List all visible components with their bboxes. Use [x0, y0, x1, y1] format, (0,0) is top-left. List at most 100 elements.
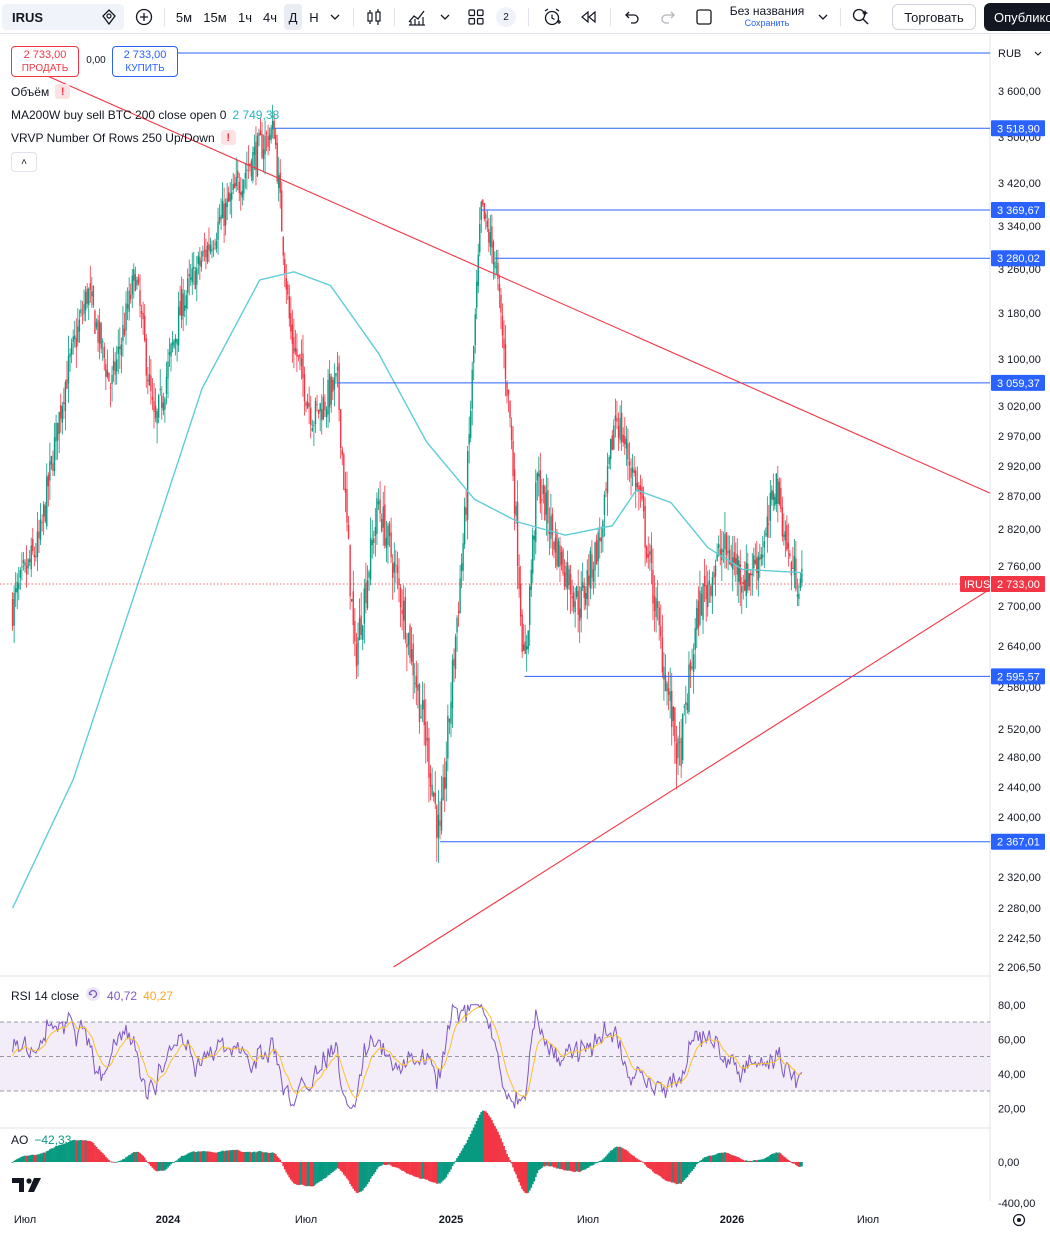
ma-legend[interactable]: MA200W buy sell BTC 200 close open 0 2 7…: [11, 108, 279, 122]
last-price-tag[interactable]: [991, 576, 1045, 592]
ao-bar: [415, 1162, 418, 1178]
trendlines[interactable]: [0, 72, 991, 968]
level-price-tag[interactable]: [991, 833, 1045, 850]
publish-button[interactable]: Опубликовать: [984, 3, 1050, 31]
layout-count-badge[interactable]: 2: [496, 7, 516, 27]
ao-bar: [743, 1160, 746, 1162]
collapse-legend-chevron-icon[interactable]: ˄: [11, 152, 37, 172]
interval-week[interactable]: Н: [309, 9, 319, 25]
ao-bar: [724, 1152, 726, 1162]
trade-button[interactable]: Торговать: [892, 4, 976, 30]
ao-bar: [639, 1160, 642, 1162]
ao-bar: [667, 1162, 670, 1182]
time-axis[interactable]: Июл 2024 Июл 2025 Июл 2026 Июл: [14, 1213, 1026, 1227]
currency-chevron-icon[interactable]: [1034, 51, 1042, 56]
candle: [284, 259, 286, 275]
layout-dropdown-chevron-icon[interactable]: [814, 4, 832, 30]
ao-bar: [537, 1162, 540, 1171]
tradingview-logo-icon[interactable]: [12, 1178, 42, 1197]
candle: [264, 135, 266, 155]
ao-bar: [619, 1146, 621, 1162]
undo-icon[interactable]: [620, 4, 644, 30]
interval-4h[interactable]: 4ч: [262, 9, 277, 25]
candle: [678, 741, 681, 743]
level-price-tag[interactable]: [991, 202, 1045, 219]
candle: [358, 618, 361, 641]
ao-bar: [185, 1154, 188, 1162]
interval-5m[interactable]: 5м: [175, 9, 193, 25]
watchlist-diamond-icon[interactable]: [98, 4, 120, 30]
level-price-tag[interactable]: [991, 250, 1045, 267]
ao-bar: [684, 1162, 687, 1179]
rsi-legend[interactable]: RSI 14 close 40,72 40,27: [11, 986, 173, 1005]
currency-label[interactable]: RUB: [998, 48, 1021, 60]
ao-bar: [625, 1149, 628, 1162]
ao-bar: [233, 1150, 236, 1162]
rsi-line[interactable]: [12, 1003, 803, 1109]
candle: [494, 261, 496, 269]
candle: [354, 621, 356, 642]
ao-bar: [258, 1151, 260, 1162]
ao-bar: [423, 1162, 426, 1179]
candle: [479, 224, 481, 253]
buy-button[interactable]: 2 733,00 КУПИТЬ: [112, 46, 178, 77]
interval-day[interactable]: Д: [284, 4, 302, 30]
ao-bar: [76, 1140, 79, 1162]
trendline[interactable]: [393, 588, 991, 968]
candle: [553, 542, 555, 550]
price-tick-label: 2 820,00: [998, 524, 1041, 536]
ao-bar: [450, 1162, 452, 1170]
trendline[interactable]: [39, 72, 990, 494]
ao-bar: [598, 1161, 601, 1162]
axis-settings-gear-icon[interactable]: [1012, 1213, 1026, 1227]
ao-bar: [608, 1152, 611, 1162]
ma200w-line[interactable]: [11, 271, 803, 909]
ao-bar: [751, 1160, 754, 1162]
rsi-refresh-icon[interactable]: [85, 986, 101, 1005]
indicators-dropdown-chevron-icon[interactable]: [436, 4, 454, 30]
vrvp-warning-icon[interactable]: !: [220, 130, 236, 145]
chart-canvas[interactable]: 3 600,003 500,003 420,003 340,003 260,00…: [0, 35, 1050, 1236]
interval-1h[interactable]: 1ч: [237, 9, 252, 25]
ao-bar: [262, 1152, 265, 1162]
candle: [349, 545, 351, 597]
compare-add-icon[interactable]: [132, 4, 156, 30]
ao-bar: [700, 1160, 703, 1162]
sell-button[interactable]: 2 733,00 ПРОДАТЬ: [11, 46, 79, 77]
level-price-tag[interactable]: [991, 668, 1045, 685]
ao-bar: [445, 1162, 448, 1178]
ao-bar: [705, 1156, 708, 1162]
indicators-icon[interactable]: [404, 4, 430, 30]
price-axis[interactable]: 3 600,003 500,003 420,003 340,003 260,00…: [178, 48, 1045, 1210]
ao-bar: [302, 1162, 304, 1185]
replay-icon[interactable]: [576, 4, 600, 30]
quick-search-icon[interactable]: [848, 4, 874, 30]
ao-bar: [311, 1162, 314, 1187]
ao-bar: [229, 1150, 232, 1162]
redo-icon[interactable]: [656, 4, 680, 30]
level-price-tag[interactable]: [991, 374, 1045, 391]
ao-bar: [297, 1162, 300, 1185]
alert-clock-icon[interactable]: [540, 4, 564, 30]
candle: [536, 473, 538, 481]
ao-legend[interactable]: AO −42,33: [11, 1133, 71, 1147]
volume-legend[interactable]: Объём !: [11, 84, 71, 99]
interval-15m[interactable]: 15м: [203, 9, 227, 25]
ao-bar: [97, 1148, 99, 1162]
volume-warning-icon[interactable]: !: [55, 84, 71, 99]
rsi-ma-line[interactable]: [12, 1006, 802, 1099]
level-price-tag[interactable]: [991, 120, 1045, 137]
candle: [663, 666, 665, 680]
ao-bar: [349, 1162, 352, 1184]
candles-icon[interactable]: [362, 4, 386, 30]
candle: [74, 335, 76, 339]
layout-frame-icon[interactable]: [692, 4, 716, 30]
candle: [374, 527, 377, 536]
vrvp-legend[interactable]: VRVP Number Of Rows 250 Up/Down !: [11, 130, 236, 145]
ao-bar: [484, 1111, 487, 1162]
horizontal-levels[interactable]: [274, 127, 990, 843]
interval-dropdown-chevron-icon[interactable]: [325, 4, 345, 30]
save-layout-button[interactable]: Без названия Сохранить: [722, 3, 812, 31]
ao-bar: [360, 1162, 363, 1192]
layout-grid-icon[interactable]: [464, 4, 488, 30]
